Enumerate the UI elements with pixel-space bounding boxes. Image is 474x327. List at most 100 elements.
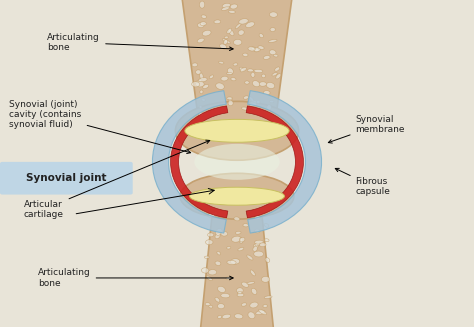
Ellipse shape xyxy=(227,73,232,75)
Ellipse shape xyxy=(191,82,200,87)
Ellipse shape xyxy=(227,97,232,99)
Ellipse shape xyxy=(251,72,255,77)
Ellipse shape xyxy=(266,82,275,89)
Ellipse shape xyxy=(201,15,207,18)
Ellipse shape xyxy=(215,233,220,239)
Ellipse shape xyxy=(208,233,214,237)
Polygon shape xyxy=(171,106,228,218)
FancyBboxPatch shape xyxy=(0,162,133,195)
Ellipse shape xyxy=(230,259,240,264)
Ellipse shape xyxy=(268,40,277,43)
Ellipse shape xyxy=(221,232,228,236)
Ellipse shape xyxy=(194,144,280,180)
Ellipse shape xyxy=(228,98,232,101)
Ellipse shape xyxy=(242,282,248,287)
Ellipse shape xyxy=(199,106,202,109)
Ellipse shape xyxy=(247,69,254,72)
Ellipse shape xyxy=(250,103,257,107)
Ellipse shape xyxy=(175,101,299,160)
Ellipse shape xyxy=(197,38,204,43)
Ellipse shape xyxy=(235,23,241,29)
Ellipse shape xyxy=(259,82,266,86)
Ellipse shape xyxy=(253,81,260,87)
Ellipse shape xyxy=(255,215,260,219)
Ellipse shape xyxy=(256,310,265,315)
Ellipse shape xyxy=(198,23,204,27)
Text: Articular
cartilage: Articular cartilage xyxy=(24,140,210,219)
Ellipse shape xyxy=(208,269,217,275)
Ellipse shape xyxy=(276,74,281,79)
Polygon shape xyxy=(180,0,294,124)
Ellipse shape xyxy=(254,69,263,73)
Ellipse shape xyxy=(219,44,227,49)
Ellipse shape xyxy=(205,303,210,306)
Ellipse shape xyxy=(214,20,221,24)
Ellipse shape xyxy=(237,293,244,297)
Ellipse shape xyxy=(264,296,272,299)
Ellipse shape xyxy=(263,56,270,60)
Ellipse shape xyxy=(228,68,233,75)
Ellipse shape xyxy=(221,293,230,298)
Ellipse shape xyxy=(249,96,254,101)
Text: Synovial joint: Synovial joint xyxy=(26,173,107,183)
Ellipse shape xyxy=(240,68,246,72)
Ellipse shape xyxy=(221,7,229,10)
Ellipse shape xyxy=(255,229,260,233)
Ellipse shape xyxy=(270,12,277,17)
Ellipse shape xyxy=(199,77,207,82)
Ellipse shape xyxy=(238,30,244,35)
Ellipse shape xyxy=(228,29,234,36)
Text: Articulating
bone: Articulating bone xyxy=(47,33,233,52)
Ellipse shape xyxy=(212,211,217,217)
Ellipse shape xyxy=(258,46,264,49)
Ellipse shape xyxy=(250,270,255,276)
Ellipse shape xyxy=(208,212,215,217)
Ellipse shape xyxy=(254,251,264,257)
Ellipse shape xyxy=(199,112,204,116)
Ellipse shape xyxy=(234,217,240,221)
Ellipse shape xyxy=(243,96,249,99)
Ellipse shape xyxy=(215,229,222,235)
Ellipse shape xyxy=(241,107,249,110)
Ellipse shape xyxy=(201,98,205,101)
Ellipse shape xyxy=(270,100,274,103)
Ellipse shape xyxy=(248,47,255,51)
Text: Fibrous
capsule: Fibrous capsule xyxy=(335,168,391,196)
Ellipse shape xyxy=(237,291,242,294)
Ellipse shape xyxy=(200,22,206,26)
Ellipse shape xyxy=(200,1,205,8)
Ellipse shape xyxy=(240,237,245,242)
Ellipse shape xyxy=(217,251,220,255)
Polygon shape xyxy=(246,106,303,218)
Ellipse shape xyxy=(263,91,270,95)
Ellipse shape xyxy=(230,4,237,9)
Ellipse shape xyxy=(243,224,248,227)
Ellipse shape xyxy=(236,231,241,234)
Ellipse shape xyxy=(200,73,203,79)
Ellipse shape xyxy=(248,312,255,319)
Ellipse shape xyxy=(245,81,249,84)
Polygon shape xyxy=(153,91,226,233)
Ellipse shape xyxy=(224,36,228,39)
Ellipse shape xyxy=(259,309,266,315)
Text: Synovial (joint)
cavity (contains
synovial fluid): Synovial (joint) cavity (contains synovi… xyxy=(9,99,191,154)
Ellipse shape xyxy=(255,240,263,244)
Ellipse shape xyxy=(239,238,243,243)
Ellipse shape xyxy=(222,3,230,8)
Ellipse shape xyxy=(227,260,236,265)
Ellipse shape xyxy=(246,22,255,27)
Ellipse shape xyxy=(255,242,260,246)
Ellipse shape xyxy=(264,223,269,227)
Ellipse shape xyxy=(254,244,258,248)
Ellipse shape xyxy=(221,76,228,81)
Ellipse shape xyxy=(269,50,276,55)
Ellipse shape xyxy=(234,314,243,319)
Ellipse shape xyxy=(201,268,209,273)
Ellipse shape xyxy=(224,40,228,44)
Ellipse shape xyxy=(219,61,224,64)
Ellipse shape xyxy=(192,63,198,67)
Ellipse shape xyxy=(243,53,248,57)
Ellipse shape xyxy=(267,105,272,110)
Ellipse shape xyxy=(272,73,277,76)
Ellipse shape xyxy=(250,302,258,308)
